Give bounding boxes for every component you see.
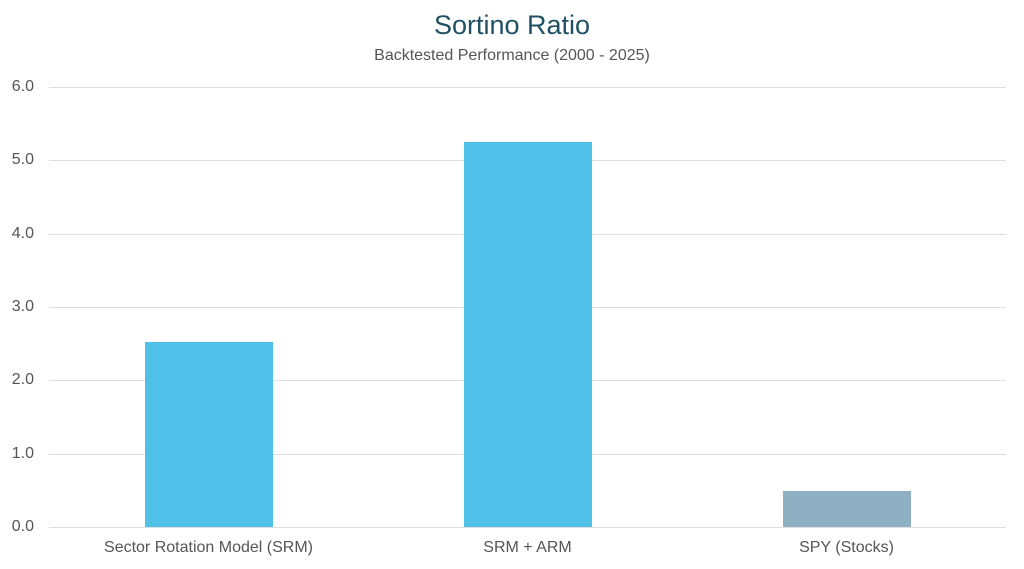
x-tick-label: SPY (Stocks)	[799, 539, 894, 556]
chart-title: Sortino Ratio	[433, 10, 591, 40]
bar	[144, 342, 273, 527]
y-tick-label: 0.0	[11, 518, 34, 535]
chart-subtitle: Backtested Performance (2000 - 2025)	[374, 47, 650, 64]
y-tick-label: 3.0	[11, 298, 34, 315]
y-tick-label: 2.0	[11, 371, 34, 389]
x-tick-label: SRM + ARM	[483, 539, 572, 556]
y-tick-label: 6.0	[11, 78, 34, 95]
plot-area	[49, 87, 1006, 528]
x-tick-label: Sector Rotation Model (SRM)	[104, 539, 313, 556]
y-tick-label: 4.0	[11, 224, 34, 242]
bar	[782, 491, 911, 527]
y-tick-label: 5.0	[11, 151, 34, 169]
y-tick-label: 1.0	[11, 444, 34, 462]
gridline	[49, 87, 1006, 88]
bar	[463, 142, 592, 527]
gridline	[49, 527, 1006, 528]
